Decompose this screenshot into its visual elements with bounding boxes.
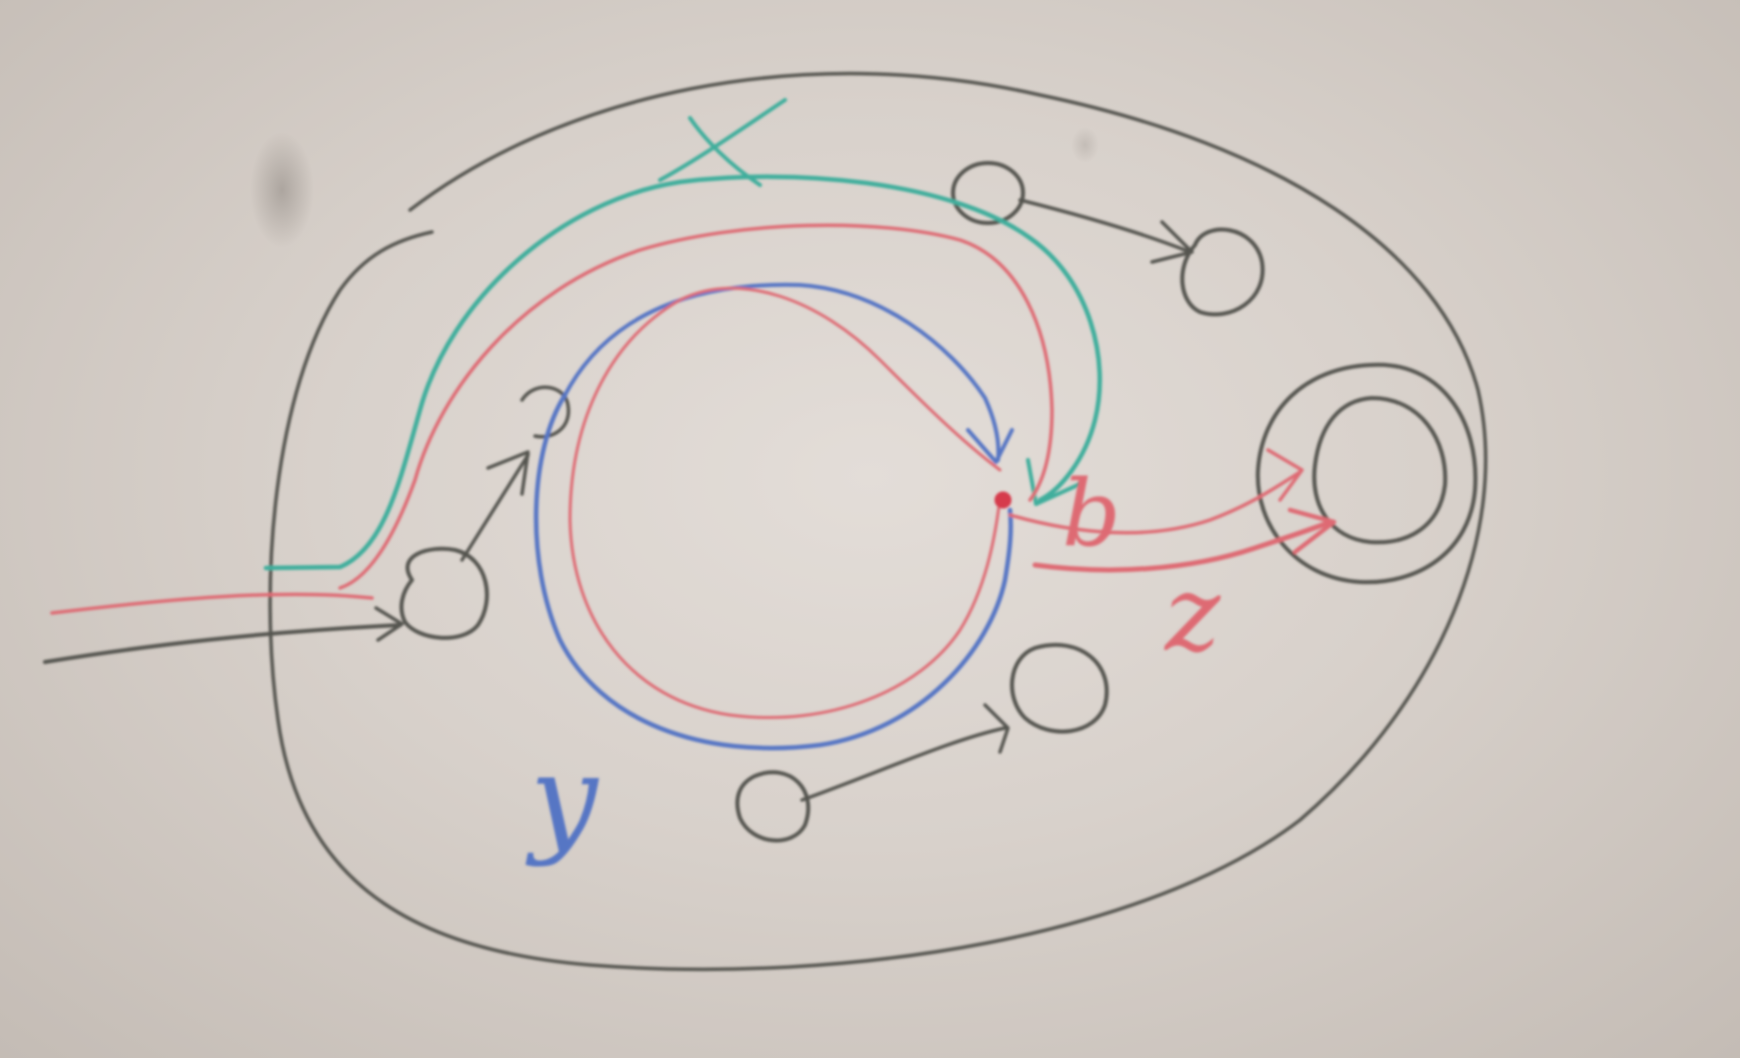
teal-branch xyxy=(688,116,762,187)
entry-line-red xyxy=(50,592,374,615)
blue-loop xyxy=(533,392,1014,751)
red-path xyxy=(338,223,1054,590)
right-node xyxy=(1180,227,1265,317)
bottom-right-node xyxy=(1010,642,1109,734)
outer-boundary xyxy=(268,71,1488,972)
red-arrowhead xyxy=(1266,448,1304,502)
entry-line-black xyxy=(43,623,402,664)
blue-loop xyxy=(563,282,1001,462)
top-node xyxy=(951,161,1025,225)
blue-arrowhead xyxy=(966,428,1014,464)
edge-start-to-upper xyxy=(460,453,530,562)
entry-arrowhead xyxy=(374,606,404,642)
edge-arrowhead xyxy=(983,703,1010,754)
board-smudge xyxy=(1071,127,1099,163)
red-arrowhead xyxy=(1287,507,1337,555)
teal-branch xyxy=(658,98,787,182)
red-inner-loop xyxy=(568,286,1002,720)
board-smudge xyxy=(250,132,314,248)
junction-dot xyxy=(994,491,1012,509)
teal-path xyxy=(263,174,1103,571)
bottom-left-node xyxy=(735,770,811,843)
upper-small-node xyxy=(520,385,571,439)
start-node xyxy=(399,546,489,640)
label-z: z xyxy=(1163,553,1221,675)
label-b: b xyxy=(1062,460,1121,567)
accepting-state-inner xyxy=(1312,396,1448,545)
label-y: y xyxy=(525,730,600,869)
teal-arrowhead xyxy=(1026,458,1082,506)
edge-bottom xyxy=(800,726,1007,802)
edge-arrowhead xyxy=(486,450,530,496)
accepting-state-outer xyxy=(1255,362,1478,585)
edge-top-to-right xyxy=(1018,198,1192,254)
red-bold-arrow xyxy=(1032,519,1333,573)
red-to-accept xyxy=(1008,470,1302,535)
